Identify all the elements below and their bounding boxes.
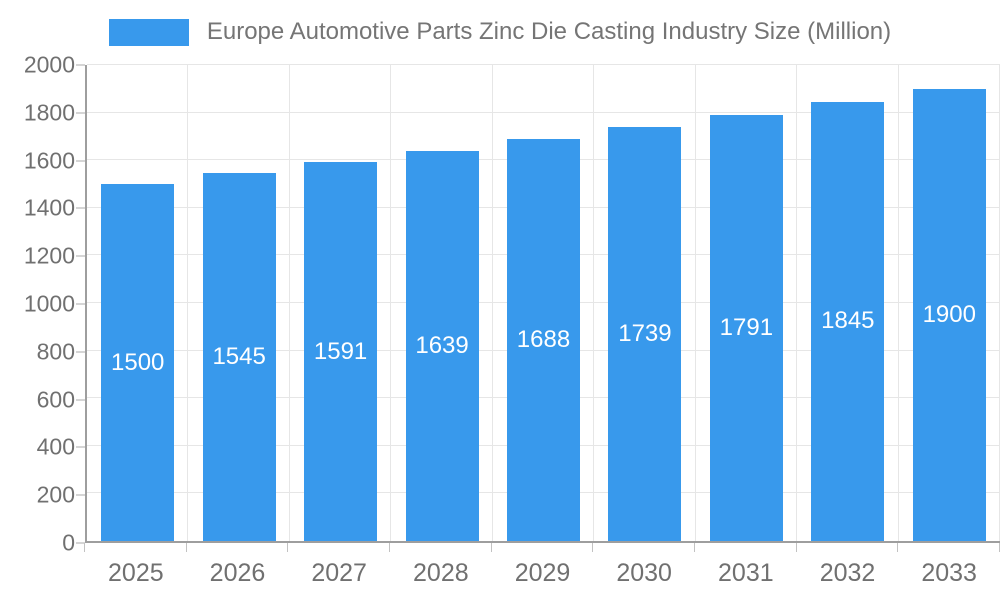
bar[interactable]: 1545	[202, 173, 276, 541]
x-tick-mark	[795, 543, 797, 552]
bar[interactable]: 1591	[304, 162, 378, 541]
x-tick-mark	[388, 543, 390, 552]
bar[interactable]: 1639	[405, 150, 479, 541]
y-tick-mark	[76, 160, 85, 162]
x-tick-label: 2033	[921, 559, 977, 587]
bar-value-label: 1500	[111, 348, 165, 376]
y-tick-label: 1200	[23, 242, 75, 269]
bar[interactable]: 1739	[608, 127, 682, 541]
x-tick-mark	[693, 543, 695, 552]
bar-value-label: 1639	[415, 331, 469, 359]
bar-value-label: 1591	[313, 337, 368, 365]
bar[interactable]: 1845	[811, 101, 885, 541]
x-tick-mark	[287, 543, 289, 552]
x-tick-label: 2027	[311, 559, 367, 587]
y-tick-label: 1000	[23, 290, 75, 317]
v-gridline	[593, 65, 595, 541]
v-gridline	[897, 65, 899, 541]
bar[interactable]: 1791	[709, 114, 783, 541]
x-tick-mark	[490, 543, 492, 552]
y-tick-mark	[76, 303, 85, 305]
h-gridline	[87, 64, 1000, 65]
v-gridline	[694, 65, 696, 541]
bar-value-label: 1845	[821, 307, 875, 335]
x-tick-label: 2025	[108, 559, 164, 587]
bar-value-label: 1900	[922, 300, 976, 328]
bar-value-label: 1545	[212, 343, 266, 371]
x-tick-mark	[185, 543, 187, 552]
x-tick-mark	[897, 543, 899, 552]
legend-label[interactable]: Europe Automotive Parts Zinc Die Casting…	[206, 18, 892, 45]
y-tick-label: 1400	[23, 194, 75, 221]
y-tick-mark	[76, 255, 85, 257]
x-tick-mark	[592, 543, 594, 552]
v-gridline	[491, 65, 493, 541]
v-gridline	[187, 65, 189, 541]
y-tick-label: 600	[36, 386, 75, 413]
y-tick-mark	[76, 542, 85, 544]
y-tick-label: 1600	[23, 147, 75, 174]
y-tick-mark	[76, 351, 85, 353]
bar[interactable]: 1900	[912, 88, 986, 541]
y-tick-label: 800	[36, 338, 75, 365]
h-gridline	[87, 111, 1000, 113]
y-tick-mark	[76, 446, 85, 448]
legend-swatch[interactable]	[108, 18, 189, 46]
bar-value-label: 1688	[516, 326, 571, 354]
v-gridline	[390, 65, 392, 541]
v-gridline	[796, 65, 798, 541]
bar-value-label: 1739	[618, 320, 672, 348]
y-tick-mark	[76, 494, 85, 496]
bar[interactable]: 1500	[101, 184, 175, 541]
y-tick-mark	[76, 112, 85, 114]
x-tick-label: 2028	[413, 559, 469, 587]
v-gridline	[288, 65, 290, 541]
bar[interactable]: 1688	[506, 139, 580, 541]
x-axis: 2025 2026 2027 2028 2029 2030 2031 2032 2033	[84, 543, 1000, 600]
y-tick-mark	[76, 399, 85, 401]
plot-area: 1500 1545 1591 1639 1688 1739 1791 1845 1900	[85, 64, 1000, 543]
x-tick-label: 2029	[514, 559, 571, 587]
legend[interactable]: Europe Automotive Parts Zinc Die Casting…	[0, 18, 1000, 46]
x-tick-label: 2031	[718, 559, 774, 587]
y-tick-label: 2000	[23, 51, 75, 78]
y-tick-label: 200	[36, 481, 75, 508]
bar-value-label: 1791	[719, 313, 774, 341]
y-tick-label: 400	[36, 433, 75, 460]
y-tick-mark	[76, 64, 85, 66]
x-tick-label: 2032	[819, 559, 876, 587]
x-tick-label: 2026	[209, 559, 266, 587]
y-tick-label: 1800	[23, 99, 75, 126]
x-tick-label: 2030	[616, 559, 672, 587]
y-axis: 0 200 400 600 800 1000 1200 1400 1600 1800 2000	[0, 52, 85, 556]
x-tick-mark	[84, 543, 85, 552]
y-tick-label: 0	[62, 529, 75, 556]
y-tick-mark	[76, 207, 85, 209]
